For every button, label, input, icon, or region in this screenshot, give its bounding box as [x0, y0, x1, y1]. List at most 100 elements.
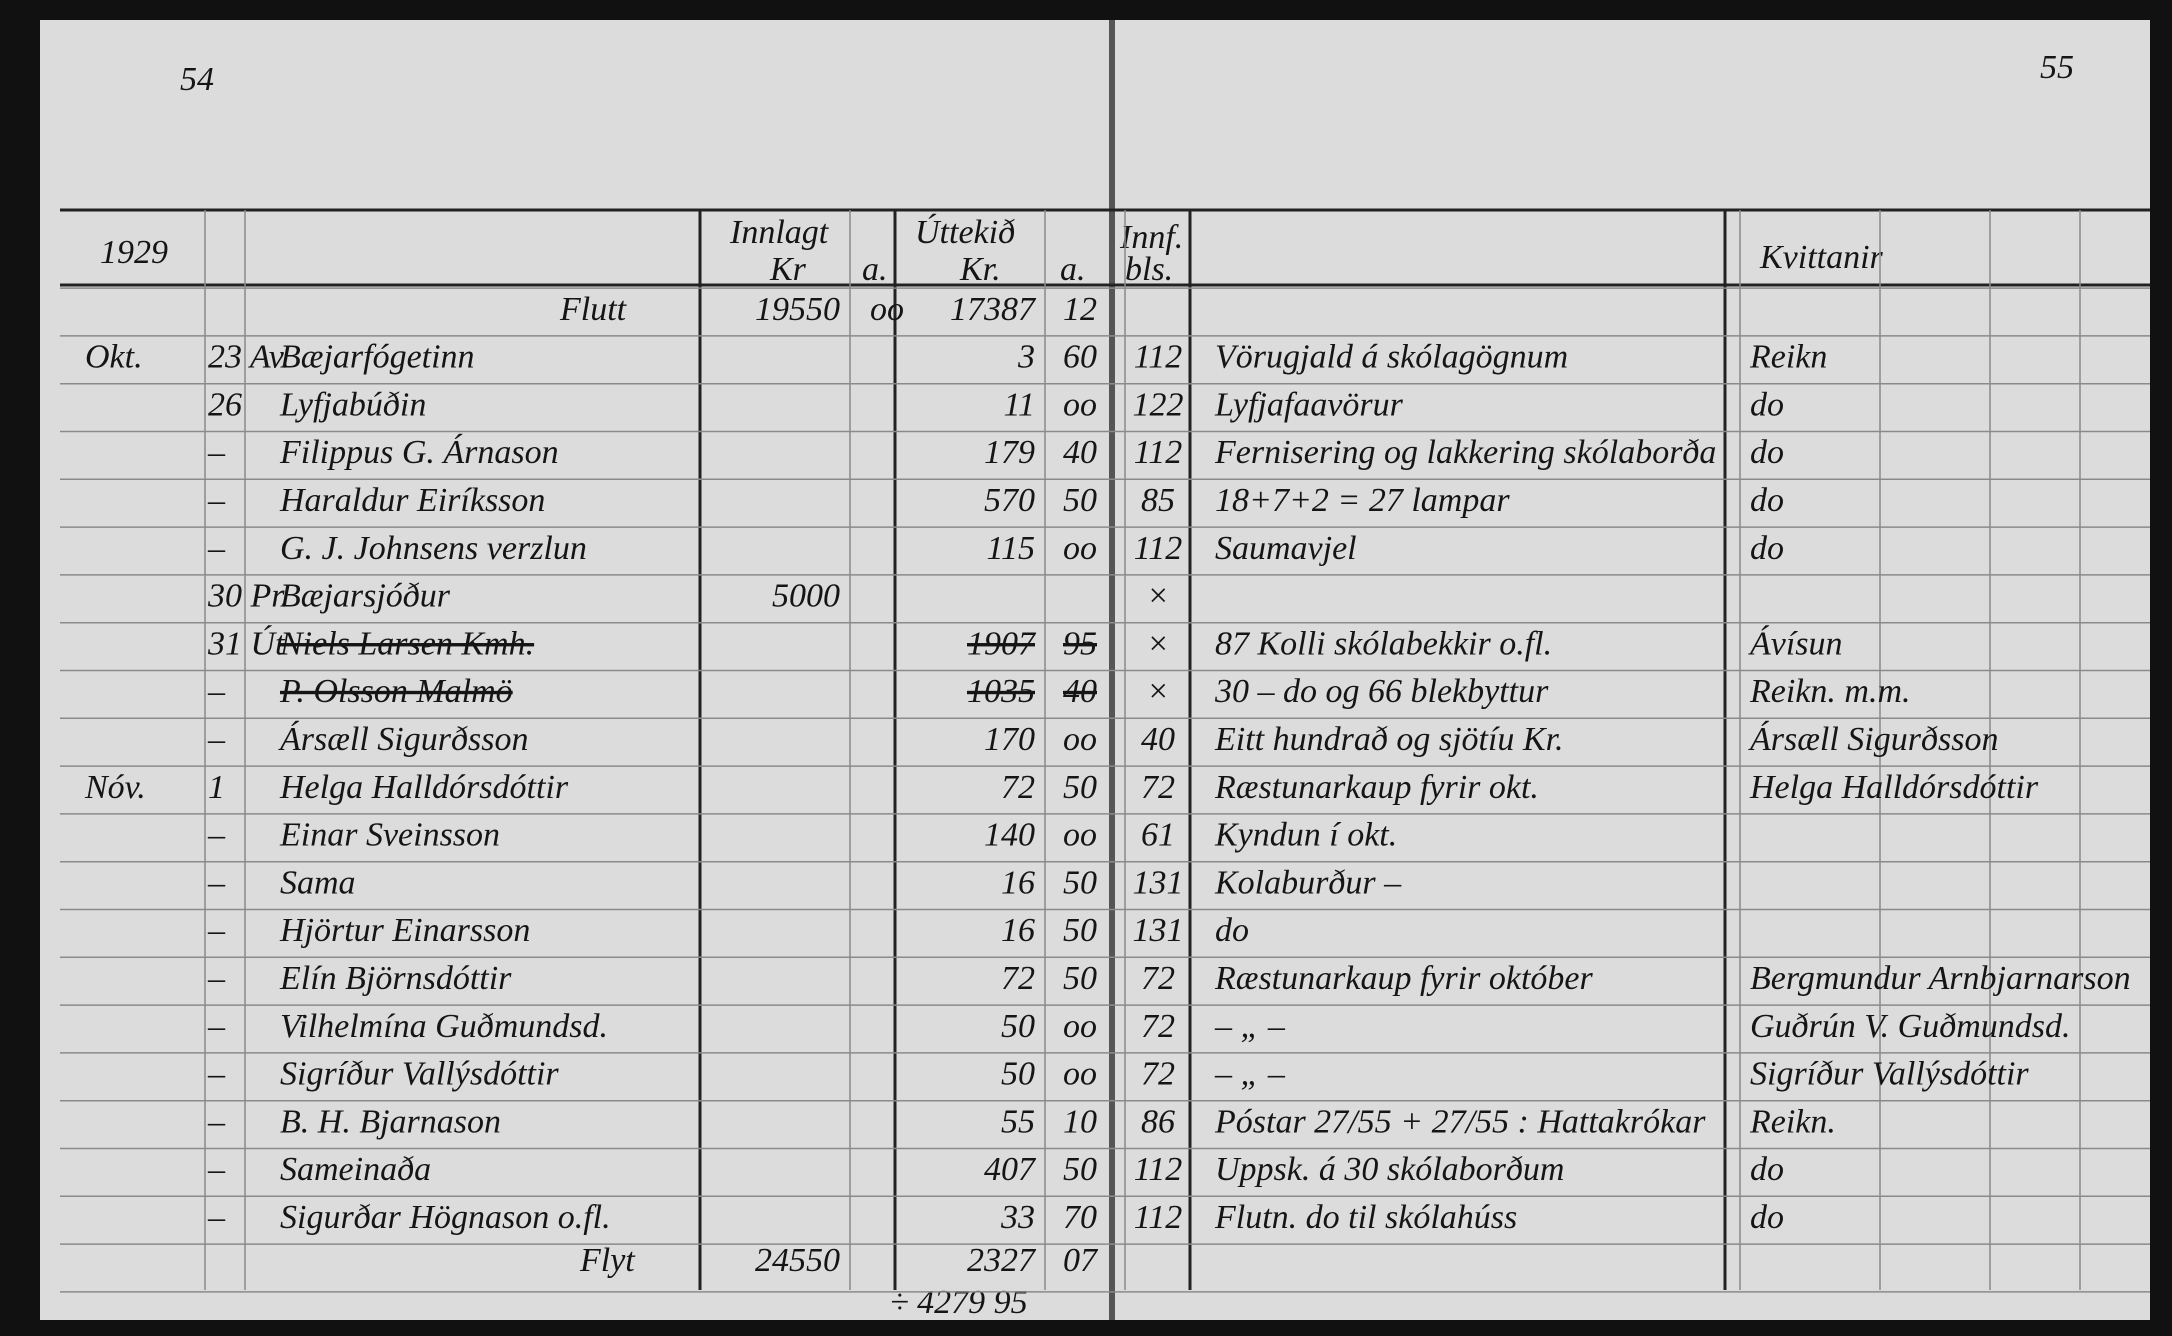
ledger-cell: 50	[1001, 1056, 1035, 1093]
header: Úttekið	[915, 213, 1015, 251]
ledger-cell: –	[207, 1103, 226, 1140]
header: Kr.	[959, 251, 1001, 288]
ledger-cell: Bæjarfógetinn	[280, 339, 475, 376]
ledger-cell: Flyt	[579, 1242, 636, 1279]
ledger-cell: 18+7+2 = 27 lampar	[1215, 482, 1510, 519]
ledger-cell: Helga Halldórsdóttir	[279, 769, 569, 806]
header: Innf.	[1119, 219, 1183, 256]
ledger-cell: 72	[1141, 1056, 1175, 1093]
ledger-cell: oo	[1063, 386, 1097, 423]
ledger-cell: oo	[870, 291, 904, 328]
ledger-cell: do	[1750, 1199, 1784, 1236]
ledger-cell: –	[207, 1199, 226, 1236]
ledger-cell: do	[1750, 434, 1784, 471]
ledger-cell: –	[207, 482, 226, 519]
ledger-cell: 179	[984, 434, 1035, 471]
ledger-cell: Haraldur Eiríksson	[279, 482, 545, 519]
page-number: 54	[180, 61, 214, 98]
ledger-cell: 112	[1134, 530, 1182, 567]
ledger-cell: Hjörtur Einarsson	[279, 912, 530, 949]
header: Innlagt	[729, 214, 830, 251]
ledger-cell: Nóv.	[84, 769, 146, 806]
ledger-cell: 50	[1063, 769, 1097, 806]
ledger-cell: Reikn. m.m.	[1749, 673, 1911, 710]
ledger-cell: Póstar 27/55 + 27/55 : Hattakrókar	[1214, 1103, 1706, 1140]
ledger-cell: 40	[1141, 721, 1175, 758]
page-number: 55	[2040, 49, 2074, 86]
ledger-cell: 570	[984, 482, 1035, 519]
ledger-cell: 122	[1133, 386, 1184, 423]
ledger-cell: 12	[1063, 291, 1097, 328]
header: a.	[1060, 251, 1086, 288]
ledger-cell: 19550	[755, 291, 840, 328]
ledger-cell: 70	[1063, 1199, 1097, 1236]
ledger-cell: 5000	[772, 578, 840, 615]
ledger-cell: 72	[1001, 769, 1035, 806]
ledger-cell: 3	[1017, 339, 1035, 376]
ledger-cell: Sama	[280, 864, 356, 901]
ledger-cell: 1907	[967, 625, 1037, 662]
ledger-cell: 50	[1063, 864, 1097, 901]
ledger-cell: 26	[208, 386, 242, 423]
ledger-cell: 50	[1063, 1151, 1097, 1188]
ledger-cell: Filippus G. Árnason	[279, 434, 559, 471]
ledger-cell: oo	[1063, 1008, 1097, 1045]
ledger-cell: Ársæll Sigurðsson	[1748, 721, 1998, 758]
ledger-cell: B. H. Bjarnason	[280, 1103, 501, 1140]
header: a.	[862, 251, 888, 288]
ledger-cell: Ræstunarkaup fyrir okt.	[1214, 769, 1539, 806]
ledger-cell: 115	[987, 530, 1035, 567]
ledger-cell: 112	[1134, 1199, 1182, 1236]
ledger-cell: –	[207, 960, 226, 997]
ledger-cell: do	[1750, 530, 1784, 567]
ledger-cell: 2327	[967, 1242, 1037, 1279]
ledger-cell: 1035	[967, 673, 1035, 710]
ledger-cell: –	[207, 1008, 226, 1045]
header: Kvittanir	[1759, 239, 1884, 276]
footer-note: ÷ 4279 95	[890, 1284, 1028, 1321]
ledger-cell: 407	[984, 1151, 1037, 1188]
ledger-cell: 50	[1063, 482, 1097, 519]
ledger-cell: 55	[1001, 1103, 1035, 1140]
year: 1929	[100, 234, 168, 271]
ledger-cell: P. Olsson Malmö	[279, 673, 513, 710]
ledger-cell: –	[207, 1151, 226, 1188]
ledger-cell: 72	[1141, 960, 1175, 997]
ledger-cell: Bæjarsjóður	[280, 578, 451, 615]
ledger-cell: 72	[1001, 960, 1035, 997]
header: bls.	[1125, 251, 1173, 288]
ledger-cell: 72	[1141, 769, 1175, 806]
ledger-cell: Uppsk. á 30 skólaborðum	[1215, 1151, 1564, 1188]
ledger-cell: 50	[1063, 960, 1097, 997]
ledger-cell: Okt.	[85, 339, 143, 376]
ledger-cell: do	[1750, 1151, 1784, 1188]
ledger-cell: 30 Pr.	[207, 578, 289, 615]
ledger-cell: 40	[1063, 434, 1097, 471]
ledger-cell: 07	[1063, 1242, 1099, 1279]
ledger-cell: 131	[1133, 864, 1184, 901]
ledger-cell: Kolaburður –	[1214, 864, 1402, 901]
ledger-cell: 95	[1063, 625, 1097, 662]
ledger-cell: Flutt	[559, 291, 628, 328]
ledger-cell: 131	[1133, 912, 1184, 949]
ledger-cell: Vilhelmína Guðmundsd.	[280, 1008, 608, 1045]
ledger-cell: 23 Av.	[208, 339, 290, 376]
ledger-cell: 16	[1001, 864, 1035, 901]
ledger-cell: Lyfjabúðin	[279, 386, 426, 423]
ledger-cell: Helga Halldórsdóttir	[1749, 769, 2039, 806]
ledger-cell: Guðrún V. Guðmundsd.	[1750, 1008, 2071, 1045]
ledger-cell: 112	[1134, 1151, 1182, 1188]
ledger-cell: do	[1750, 386, 1784, 423]
ledger-cell: –	[207, 1056, 226, 1093]
ledger-cell: – „ –	[1214, 1056, 1286, 1093]
ledger-cell: ×	[1147, 673, 1170, 710]
ledger-cell: Flutn. do til skólahúss	[1214, 1199, 1517, 1236]
ledger-cell: Lyfjafaavörur	[1214, 386, 1404, 423]
ledger-cell: ×	[1147, 578, 1170, 615]
ledger-cell: Reikn.	[1749, 1103, 1836, 1140]
ledger-cell: 50	[1063, 912, 1097, 949]
ledger-cell: Sigríður Vallýsdóttir	[1750, 1056, 2029, 1093]
ledger-cell: Einar Sveinsson	[279, 817, 500, 854]
ledger-cell: oo	[1063, 530, 1097, 567]
